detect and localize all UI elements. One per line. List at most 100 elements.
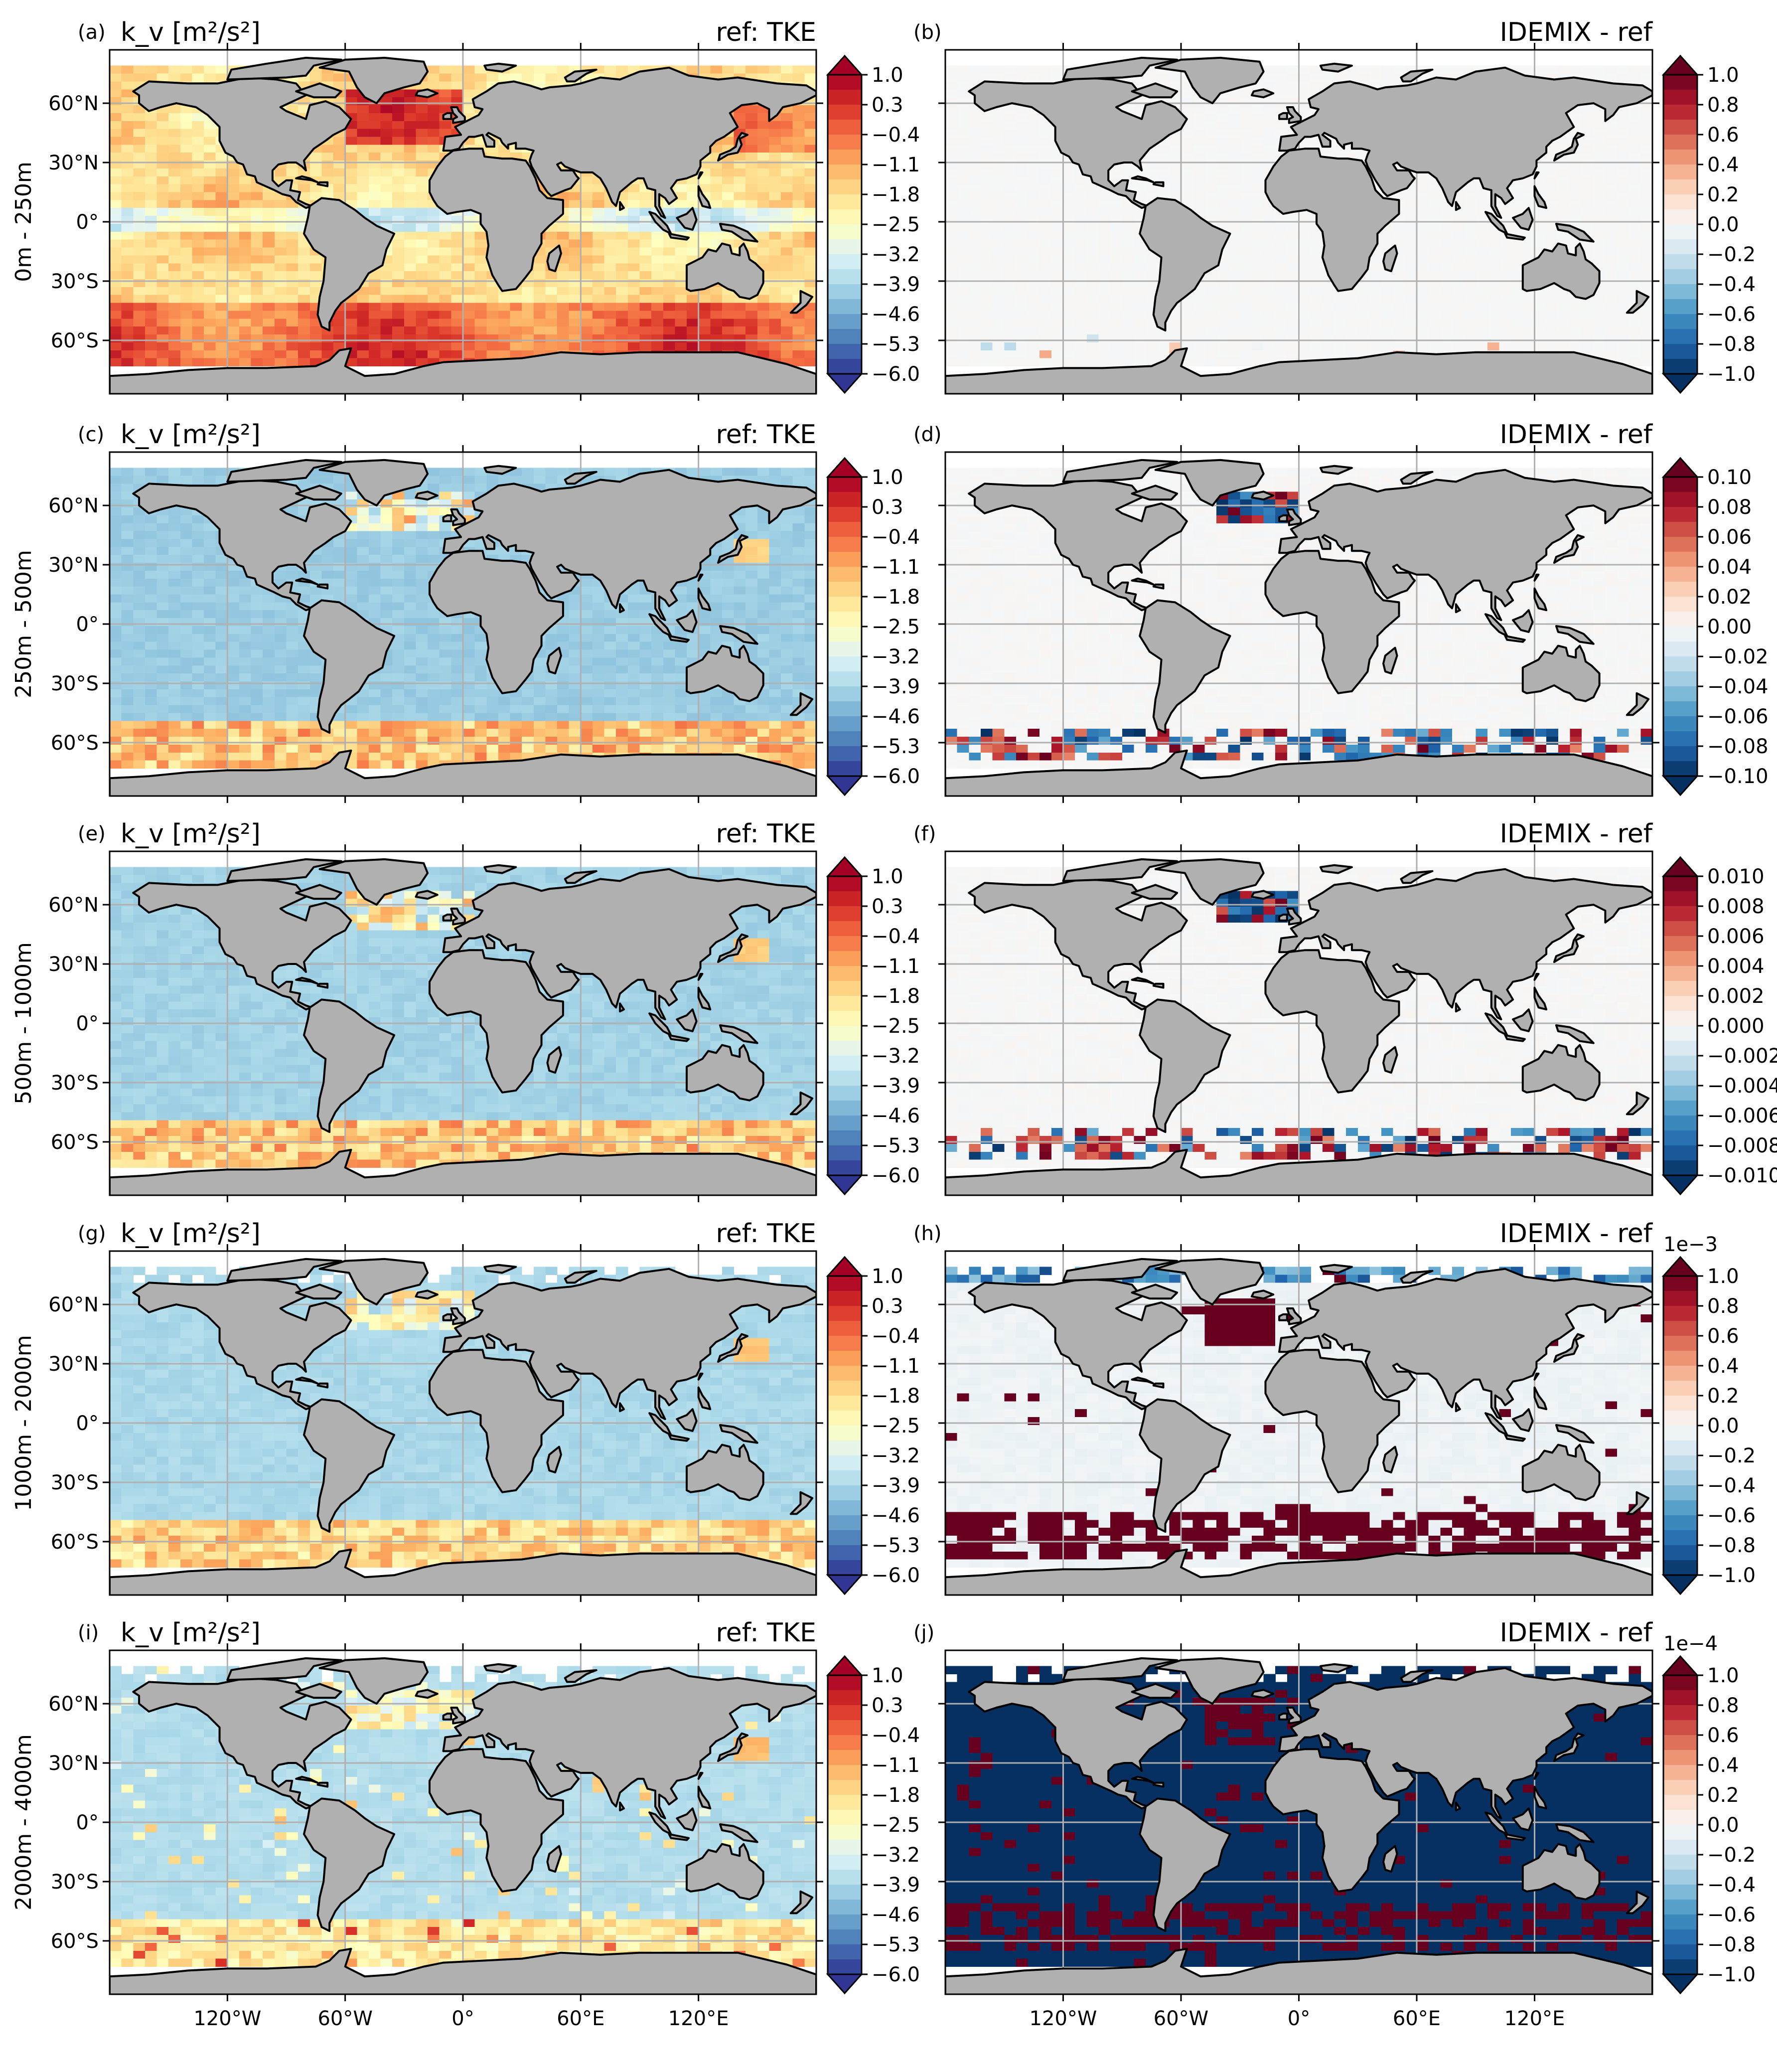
panel-title-quantity: k_v [m²/s²] (121, 1618, 261, 1648)
colorbar-tick-label: −1.8 (872, 183, 920, 206)
colorbar-segment (1663, 284, 1697, 300)
lat-tick-label: 60°S (51, 1930, 99, 1953)
colorbar-tick-label: −1.1 (872, 154, 920, 176)
axis-ticks (103, 445, 823, 803)
colorbar-tick-label: −0.08 (1707, 735, 1769, 758)
colorbar-segment (1663, 921, 1697, 937)
colorbar-tick-label: −0.4 (1707, 1874, 1756, 1897)
colorbar-segment (1663, 1396, 1697, 1411)
colorbar-segment (1663, 951, 1697, 966)
colorbar-tick-label: −1.8 (872, 985, 920, 1008)
colorbar-segment (1663, 1735, 1697, 1751)
colorbar-log-kv: 1.0 0.3 −0.4 −1.1 −1.8 −2.5 −3.2 −3.9 −4.6 −5.3 −6… (826, 856, 920, 1196)
panel-title-experiment: ref: TKE (716, 1219, 816, 1249)
panel-ref-tke: 60°N 30°N 0° 30°S 60°S (a) k_v [m²/s²] ref: TKE (48, 17, 823, 401)
colorbar-segment (828, 1336, 862, 1351)
colorbar-segment (1663, 314, 1697, 329)
colorbar-tick-label: −3.2 (872, 645, 920, 668)
colorbar-extend-min (826, 1174, 864, 1196)
colorbar-segment (828, 1560, 862, 1576)
colorbar-segment (1663, 597, 1697, 612)
colorbar-tick-label: 1.0 (1707, 1265, 1739, 1288)
colorbar-segment (1663, 686, 1697, 702)
colorbar-segment (1663, 1336, 1697, 1351)
land-mask (110, 459, 816, 796)
colorbar-segment (828, 1071, 862, 1086)
colorbar-segment (1663, 1944, 1697, 1960)
colorbar-segment (828, 254, 862, 270)
colorbar-segment (1663, 537, 1697, 552)
colorbar-segment (1663, 1381, 1697, 1396)
colorbar-tick-label: −0.06 (1707, 705, 1769, 728)
colorbar-segment (828, 1011, 862, 1026)
colorbar-extend-min (1661, 373, 1699, 394)
colorbar-segment (828, 656, 862, 672)
colorbar-tick-label: −3.2 (872, 1045, 920, 1068)
colorbar-tick-label: −2.5 (872, 1415, 920, 1437)
land-mask (945, 858, 1652, 1195)
lat-tick-label: 60°S (51, 1131, 99, 1154)
colorbar-segment (1663, 224, 1697, 240)
colorbar-segment (828, 1545, 862, 1561)
colorbar-segment (1663, 1825, 1697, 1840)
colorbar-tick-label: −1.1 (872, 1355, 920, 1378)
colorbar-segment (1663, 1500, 1697, 1516)
colorbar-tick-label: 0.6 (1707, 1724, 1739, 1747)
land-mask (945, 459, 1652, 796)
colorbar-segment (828, 1855, 862, 1870)
colorbar-tick-label: 0.010 (1707, 865, 1765, 888)
lat-tick-label: 60°S (51, 329, 99, 352)
colorbar-log-kv: 1.0 0.3 −0.4 −1.1 −1.8 −2.5 −3.2 −3.9 −4.6 −5.3 −6… (826, 1655, 920, 1995)
panel-letter: (f) (913, 822, 936, 845)
colorbar-tick-label: 0.10 (1707, 466, 1752, 489)
colorbar-segment (1663, 1914, 1697, 1930)
panel-title-experiment: ref: TKE (716, 819, 816, 849)
panel-title-experiment: ref: TKE (716, 1618, 816, 1648)
row-depth-label: 1000m - 2000m (11, 1335, 36, 1511)
colorbar-segment (1663, 701, 1697, 717)
colorbar-segment (1663, 1321, 1697, 1336)
colorbar-segment (1663, 1351, 1697, 1366)
colorbar-segment (1663, 1306, 1697, 1321)
colorbar-segment (828, 164, 862, 180)
colorbar-segment (1663, 567, 1697, 582)
colorbar-tick-label: −1.1 (872, 556, 920, 579)
panel-title-quantity: k_v [m²/s²] (121, 17, 261, 47)
colorbar-tick-label: −1.1 (872, 1754, 920, 1777)
colorbar-segment (828, 1041, 862, 1056)
colorbar-segment (1663, 105, 1697, 120)
colorbar-segment (828, 314, 862, 329)
colorbar-segment (828, 299, 862, 315)
lon-tick-label: 0° (1288, 2007, 1310, 2030)
colorbar-segment (828, 1870, 862, 1885)
land-mask (110, 1258, 816, 1595)
colorbar-tick-label: 0.2 (1707, 1784, 1739, 1807)
panel-letter: (j) (913, 1621, 934, 1644)
axis-ticks (103, 1244, 823, 1602)
colorbar-segment (1663, 1840, 1697, 1855)
colorbar-segment (828, 906, 862, 922)
colorbar-extend-min (826, 775, 864, 797)
colorbar-segment (1663, 1855, 1697, 1870)
colorbar-tick-label: −0.4 (1707, 273, 1756, 296)
colorbar-tick-label: 0.8 (1707, 1694, 1739, 1717)
colorbar-tick-label: −4.6 (872, 1904, 920, 1926)
colorbar-segment (1663, 1929, 1697, 1945)
panel-title-experiment: IDEMIX - ref (1500, 420, 1653, 450)
lat-tick-label: 60°S (51, 1531, 99, 1554)
panel-letter: (b) (913, 21, 942, 44)
colorbar-segment (1663, 254, 1697, 270)
colorbar-tick-label: 0.8 (1707, 94, 1739, 117)
colorbar-segment (1663, 359, 1697, 374)
panel-idemix-diff: (f) IDEMIX - ref (913, 819, 1659, 1202)
colorbar-segment (1663, 1276, 1697, 1291)
colorbar-segment (1663, 1291, 1697, 1306)
colorbar-segment (1663, 1560, 1697, 1576)
colorbar-segment (1663, 876, 1697, 892)
colorbar-difference: 1.0 0.8 0.6 0.4 0.2 0.0 −0.2 −0.4 −0.6 −0.8 −1.0 (1661, 54, 1756, 394)
colorbar-segment (1663, 1041, 1697, 1056)
colorbar-segment (1663, 164, 1697, 180)
colorbar-segment (828, 194, 862, 210)
colorbar-segment (1663, 1765, 1697, 1780)
colorbar-segment (828, 1470, 862, 1486)
